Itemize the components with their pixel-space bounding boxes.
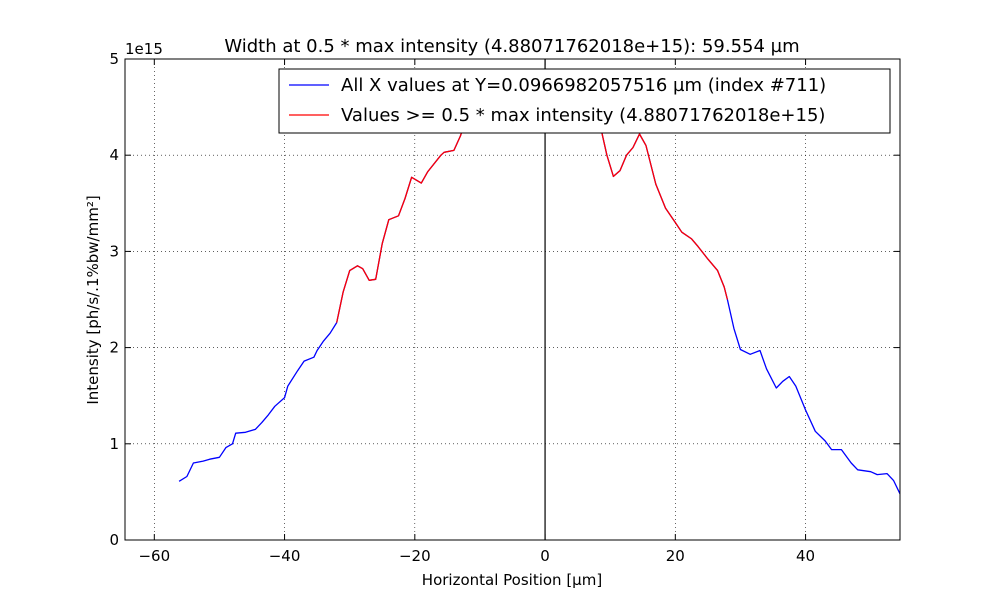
legend-box xyxy=(278,68,891,134)
y-tick-label: 5 xyxy=(109,50,119,68)
chart-title: Width at 0.5 * max intensity (4.88071762… xyxy=(224,36,799,57)
x-tick-label: −40 xyxy=(269,547,301,565)
series-line-segment xyxy=(599,126,729,300)
series-line-segment xyxy=(599,126,729,300)
x-tick-label: 40 xyxy=(796,547,815,565)
x-tick-label: 0 xyxy=(540,547,550,565)
y-tick-label: 3 xyxy=(109,242,119,260)
y-axis-label: Intensity [ph/s/.1%bw/mm²] xyxy=(84,195,102,404)
legend: All X values at Y=0.0966982057516 µm (in… xyxy=(278,68,891,134)
series-line-segment xyxy=(726,299,901,495)
series-line-segment xyxy=(336,126,465,323)
series-half-max-values xyxy=(336,126,729,323)
y-tick-label: 1 xyxy=(109,435,119,453)
y-tick-label: 0 xyxy=(109,531,119,549)
series-line-segment xyxy=(178,322,338,482)
legend-label-half-max-values: Values >= 0.5 * max intensity (4.8807176… xyxy=(341,105,825,126)
series-line-segment xyxy=(336,126,465,323)
legend-label-all-values: All X values at Y=0.0966982057516 µm (in… xyxy=(341,75,826,96)
x-axis-label: Horizontal Position [µm] xyxy=(422,571,602,589)
y-tick-label: 4 xyxy=(109,146,119,164)
x-tick-label: −20 xyxy=(399,547,431,565)
series-all-x-values xyxy=(178,126,901,495)
x-tick-label: −60 xyxy=(138,547,170,565)
plot-lines xyxy=(178,126,901,495)
y-tick-label: 2 xyxy=(109,339,119,357)
plot-frame xyxy=(124,58,901,541)
x-tick-label: 20 xyxy=(666,547,685,565)
y-multiplier-label: 1e15 xyxy=(125,40,163,58)
axis-ticks: −60 −40 −20 0 20 40 0 1 2 3 4 5 xyxy=(109,50,900,565)
